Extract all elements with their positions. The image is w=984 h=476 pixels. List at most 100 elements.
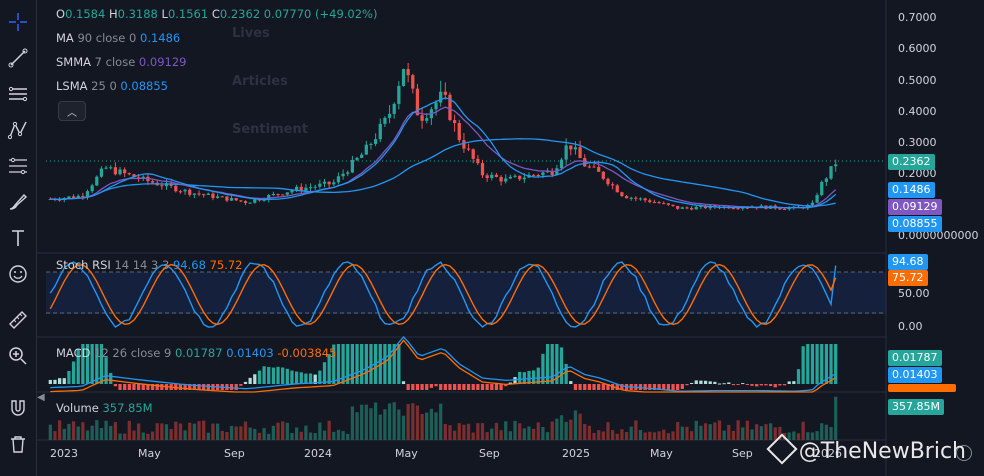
macd-hist-bar	[123, 384, 127, 390]
trend-line-icon[interactable]	[4, 44, 32, 72]
candle-body	[583, 158, 587, 167]
volume-bar	[104, 420, 108, 440]
macd-hist-bar	[778, 384, 782, 386]
candle-body	[267, 195, 271, 200]
candle-body	[253, 199, 257, 203]
price-tick: 0.4000	[898, 105, 937, 118]
volume-bar	[624, 431, 629, 440]
candle-body	[118, 169, 122, 175]
stoch-legend[interactable]: Stoch RSI 14 14 3 3 94.68 75.72	[56, 258, 243, 272]
candle-body	[248, 202, 252, 204]
lsma-legend[interactable]: LSMA 25 0 0.08855	[56, 79, 168, 93]
volume-bar	[62, 428, 66, 440]
brush-icon[interactable]	[4, 188, 32, 216]
macd-hist-bar	[471, 384, 475, 390]
price-tick: 0.0000000000	[898, 229, 979, 242]
volume-bar	[383, 409, 387, 440]
candle-body	[411, 75, 415, 89]
macd-hist-bar	[452, 384, 457, 390]
volume-bar	[234, 426, 238, 440]
candle-body	[499, 176, 503, 182]
candle-body	[67, 196, 71, 198]
text-icon[interactable]	[4, 224, 32, 252]
volume-bar	[155, 423, 159, 440]
macd-hist-bar	[243, 381, 248, 384]
macd-hist-bar	[192, 384, 197, 390]
zoom-in-icon[interactable]	[4, 342, 32, 370]
volume-bar	[225, 431, 229, 440]
macd-hist-bar	[257, 370, 262, 384]
horizontal-lines-icon[interactable]	[4, 80, 32, 108]
watermark-lives: Lives	[232, 26, 270, 41]
time-tick: Sep	[479, 447, 500, 460]
candle-body	[95, 176, 99, 186]
fib-retracement-icon[interactable]	[4, 152, 32, 180]
settings-icon[interactable]	[956, 445, 972, 461]
price-tick: 0.3000	[898, 136, 937, 149]
macd-hist-bar	[383, 344, 387, 384]
candle-body	[318, 183, 322, 187]
volume-bar	[188, 422, 192, 440]
macd-hist-bar	[713, 381, 717, 384]
macd-hist-bar	[741, 383, 745, 385]
smma-7-line	[50, 106, 837, 209]
smma-legend[interactable]: SMMA 7 close 0.09129	[56, 55, 187, 69]
macd-hist-bar	[439, 384, 443, 390]
volume-bar	[71, 421, 76, 440]
macd-hist-bar	[703, 380, 708, 384]
magnet-icon[interactable]	[4, 394, 32, 422]
candle-body	[764, 205, 768, 209]
candle-body	[439, 91, 443, 103]
crosshair-icon[interactable]	[4, 8, 32, 36]
macd-hist-bar	[666, 384, 671, 390]
macd-hist-bar	[657, 384, 661, 390]
macd-legend[interactable]: MACD 12 26 close 9 0.01787 0.01403 -0.00…	[56, 346, 337, 360]
candle-body	[429, 109, 434, 119]
volume-legend[interactable]: Volume 357.85M	[56, 401, 153, 415]
pattern-icon[interactable]	[4, 116, 32, 144]
time-tick: May	[650, 447, 673, 460]
volume-bar	[67, 423, 71, 440]
candle-body	[104, 167, 108, 169]
trash-icon[interactable]	[4, 430, 32, 458]
candle-body	[731, 208, 736, 210]
candle-body	[71, 196, 76, 198]
volume-bar	[573, 410, 578, 440]
ohlc-legend: O0.1584 H0.3188 L0.1561 C0.2362 0.07770 …	[56, 7, 378, 21]
collapse-legend-button[interactable]: ︿	[58, 101, 86, 121]
brand-logo-icon	[766, 433, 798, 465]
volume-bar	[462, 424, 466, 440]
candle-body	[550, 170, 554, 175]
ruler-icon[interactable]	[4, 306, 32, 334]
candle-body	[490, 174, 494, 179]
macd-hist-bar	[215, 384, 220, 390]
volume-bar	[578, 413, 582, 440]
candle-body	[313, 186, 317, 188]
candle-body	[601, 171, 605, 179]
candle-body	[225, 196, 229, 201]
volume-bar	[741, 427, 745, 440]
volume-bar	[220, 430, 224, 440]
brand-watermark: @TheNewBrich	[766, 433, 966, 465]
emoji-icon[interactable]	[4, 260, 32, 288]
toolbar-scroll-arrow[interactable]: ◀	[37, 392, 45, 403]
macd-hist-bar	[466, 384, 471, 390]
macd-hist-bar	[276, 366, 280, 384]
macd-hist-bar	[415, 384, 420, 390]
candle-body	[85, 191, 90, 197]
macd-hist-bar	[420, 384, 424, 390]
macd-hist-bar	[569, 381, 573, 384]
candle-body	[183, 189, 187, 192]
candle-body	[364, 144, 368, 155]
ma-price-tag: 0.1486	[888, 182, 935, 198]
volume-bar	[429, 408, 434, 440]
candle-body	[555, 168, 559, 175]
macd-hist-bar	[262, 366, 266, 384]
macd-hist-bar	[476, 384, 480, 390]
macd-hist-bar	[294, 371, 299, 384]
candle-body	[713, 205, 717, 208]
macd-hist-bar	[578, 384, 582, 390]
macd-hist-bar	[638, 384, 643, 390]
ma-legend[interactable]: MA 90 close 0 0.1486	[56, 31, 181, 45]
candle-body	[136, 177, 141, 179]
